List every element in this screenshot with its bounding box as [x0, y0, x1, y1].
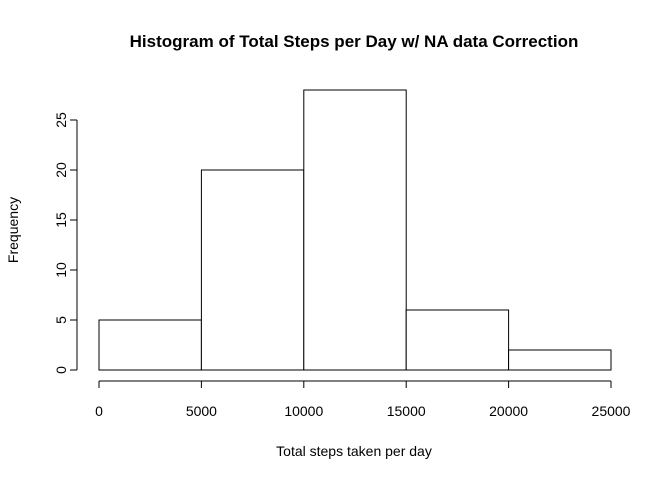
histogram-bar — [98, 319, 202, 371]
histogram-bar — [405, 309, 510, 371]
x-tick-label: 0 — [95, 403, 103, 419]
y-tick-label: 15 — [53, 212, 69, 228]
x-tick-label: 15000 — [387, 403, 426, 419]
y-tick-label: 20 — [53, 162, 69, 178]
y-tick-label: 0 — [53, 366, 69, 374]
histogram-bar — [200, 169, 305, 371]
y-tick-label: 5 — [53, 316, 69, 324]
x-tick-label: 20000 — [489, 403, 528, 419]
x-axis-label: Total steps taken per day — [276, 443, 432, 459]
y-axis-label: Frequency — [5, 197, 21, 263]
x-tick-label: 5000 — [186, 403, 217, 419]
chart-title: Histogram of Total Steps per Day w/ NA d… — [130, 32, 579, 51]
x-tick-label: 10000 — [284, 403, 323, 419]
y-tick-label: 10 — [53, 262, 69, 278]
y-tick-label: 25 — [53, 112, 69, 128]
x-axis: 0 5000 10000 15000 20000 25000 — [95, 380, 631, 419]
y-axis: 0 5 10 15 20 25 — [53, 112, 78, 374]
histogram-bar — [508, 349, 612, 371]
histogram-bar — [303, 89, 407, 371]
bars-group — [98, 89, 612, 371]
x-tick-label: 25000 — [592, 403, 631, 419]
